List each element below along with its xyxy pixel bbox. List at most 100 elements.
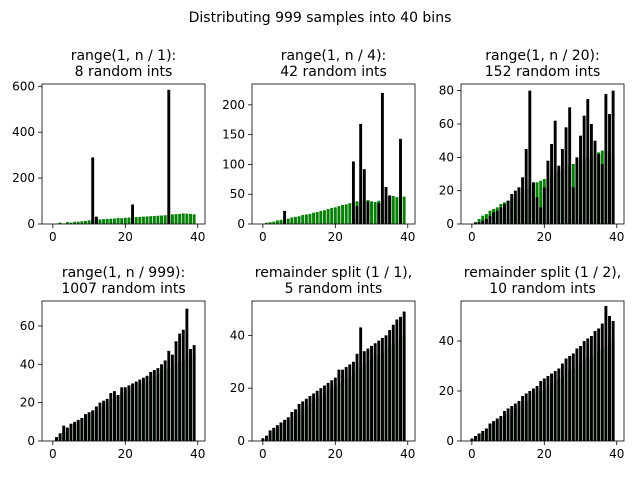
bar (76, 221, 80, 224)
bar (333, 377, 337, 441)
bar (315, 390, 319, 441)
bar (488, 215, 492, 224)
bar (377, 203, 381, 224)
bar (337, 369, 341, 441)
bar (181, 213, 185, 224)
bar (539, 180, 543, 224)
bar (362, 351, 366, 441)
bar (521, 177, 525, 224)
bar (98, 219, 102, 224)
bar (268, 430, 272, 441)
bar (553, 371, 557, 441)
bar (506, 200, 510, 224)
bar (138, 379, 142, 441)
bar (178, 213, 182, 224)
bar (185, 213, 189, 224)
bar (524, 149, 528, 224)
series-secondary (261, 335, 406, 441)
y-tick-label: 400 (12, 125, 35, 139)
bar (120, 218, 124, 224)
bar (156, 215, 160, 224)
subplot-3: range(1, n / 20):152 random ints 0 20 40 0 20… (439, 48, 625, 244)
bar (152, 370, 156, 441)
bar (283, 210, 287, 224)
x-tick-label: 40 (190, 447, 205, 461)
bar (388, 330, 392, 441)
bar (510, 194, 514, 224)
subplot-title-line2: 10 random ints (489, 281, 596, 297)
bar (575, 348, 579, 441)
bar (586, 338, 590, 441)
bar (539, 207, 543, 224)
bar (550, 144, 554, 224)
y-tick-label: 0 (27, 434, 35, 448)
bar (286, 218, 290, 224)
bar (351, 361, 355, 441)
bar (297, 404, 301, 441)
bar (492, 421, 496, 441)
y-tick-label: 40 (20, 357, 35, 371)
bar (58, 433, 62, 441)
x-tick-label: 40 (400, 447, 415, 461)
bar (542, 187, 546, 224)
subplot-title-line2: 5 random ints (285, 281, 383, 297)
bar (391, 196, 395, 224)
x-tick-label: 0 (468, 447, 476, 461)
bar (611, 321, 615, 441)
bar (69, 222, 73, 224)
bar (330, 380, 334, 441)
subplot-title-line2: 1007 random ints (61, 281, 185, 297)
bar (366, 201, 370, 224)
series-primary (470, 306, 615, 441)
bar (315, 212, 319, 224)
subplot-title-line1: range(1, n / 20): (485, 48, 599, 64)
series-secondary (55, 213, 196, 224)
bar (272, 221, 276, 224)
bar (94, 216, 98, 224)
bar (337, 206, 341, 224)
bar (174, 214, 178, 224)
bar (484, 428, 488, 441)
bar (477, 433, 481, 441)
bar (366, 348, 370, 441)
bar (604, 306, 608, 441)
subplot-4: range(1, n / 999):1007 random ints 0 20 40 0… (20, 265, 206, 461)
bar (109, 393, 113, 441)
bar (517, 401, 521, 441)
bar (109, 218, 113, 224)
bar (373, 343, 377, 441)
bar (579, 346, 582, 441)
series-secondary (470, 341, 615, 441)
bar (477, 219, 481, 224)
bar (370, 345, 373, 441)
bar (593, 140, 597, 224)
bar (275, 425, 279, 441)
bar (373, 201, 377, 224)
bar (123, 217, 127, 224)
y-tick-label: 100 (222, 157, 245, 171)
bar (380, 337, 384, 441)
bar (604, 94, 608, 224)
bar (84, 414, 87, 441)
y-tick-label: 60 (439, 117, 454, 131)
subplot-title-line1: range(1, n / 1): (71, 48, 177, 64)
subplot-6: remainder split (1 / 2),10 random ints 0 2… (439, 265, 625, 461)
bar (91, 157, 95, 224)
bar (326, 209, 330, 224)
bar (399, 138, 402, 224)
bar (517, 187, 521, 224)
bar (73, 421, 77, 441)
bar (600, 323, 604, 441)
bar (105, 218, 109, 224)
bar (384, 335, 388, 441)
bar (279, 422, 283, 441)
bar (499, 207, 503, 224)
y-tick-label: 200 (12, 171, 35, 185)
bar (474, 222, 477, 224)
bar (351, 161, 355, 224)
bar (513, 190, 517, 224)
bar (495, 210, 499, 224)
y-tick-label: 0 (237, 434, 245, 448)
bar (294, 409, 297, 441)
